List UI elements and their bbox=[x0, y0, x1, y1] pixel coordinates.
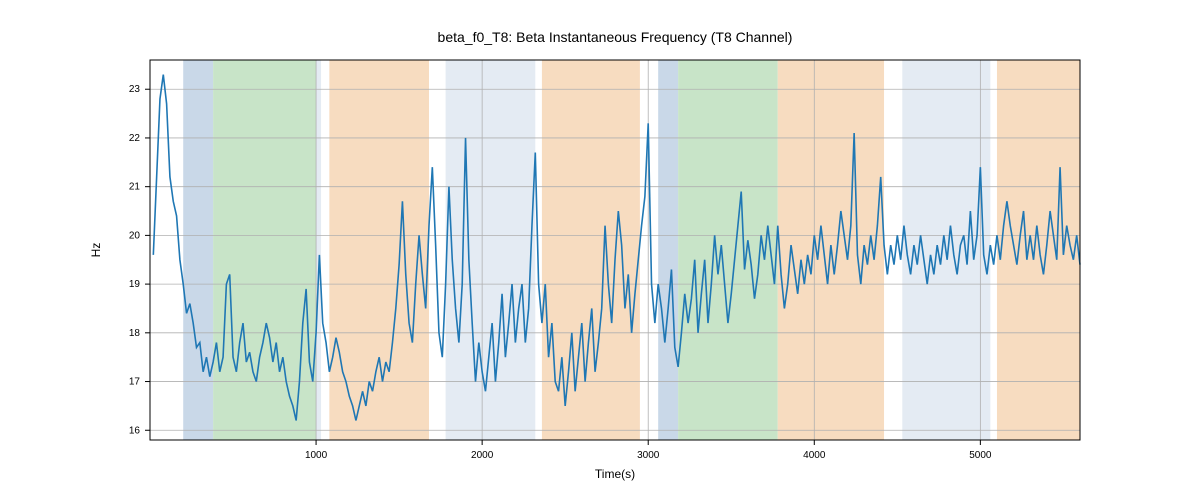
x-tick-label: 3000 bbox=[637, 450, 660, 461]
shaded-band bbox=[658, 60, 678, 440]
y-tick-label: 19 bbox=[129, 279, 141, 290]
shaded-band bbox=[213, 60, 316, 440]
chart-title: beta_f0_T8: Beta Instantaneous Frequency… bbox=[438, 29, 793, 45]
y-tick-label: 16 bbox=[129, 425, 141, 436]
y-tick-label: 21 bbox=[129, 182, 141, 193]
y-tick-label: 20 bbox=[129, 230, 141, 241]
x-axis-label: Time(s) bbox=[595, 467, 635, 481]
chart-container: 1000 2000 3000 4000 5000 16 17 18 19 20 21 22 23 Time… bbox=[0, 0, 1200, 500]
y-axis-label: Hz bbox=[89, 243, 103, 258]
shaded-band bbox=[997, 60, 1080, 440]
shaded-band bbox=[316, 60, 321, 440]
shaded-band bbox=[542, 60, 640, 440]
y-tick-label: 22 bbox=[129, 133, 141, 144]
y-tick-label: 17 bbox=[129, 377, 141, 388]
shaded-band bbox=[329, 60, 429, 440]
x-tick-label: 4000 bbox=[803, 450, 826, 461]
x-tick-label: 1000 bbox=[305, 450, 328, 461]
x-tick-label: 2000 bbox=[471, 450, 494, 461]
y-tick-label: 23 bbox=[129, 84, 141, 95]
chart-svg: 1000 2000 3000 4000 5000 16 17 18 19 20 21 22 23 Time… bbox=[0, 0, 1200, 500]
x-tick-label: 5000 bbox=[969, 450, 992, 461]
shaded-band bbox=[446, 60, 536, 440]
y-tick-label: 18 bbox=[129, 328, 141, 339]
shaded-band bbox=[183, 60, 213, 440]
